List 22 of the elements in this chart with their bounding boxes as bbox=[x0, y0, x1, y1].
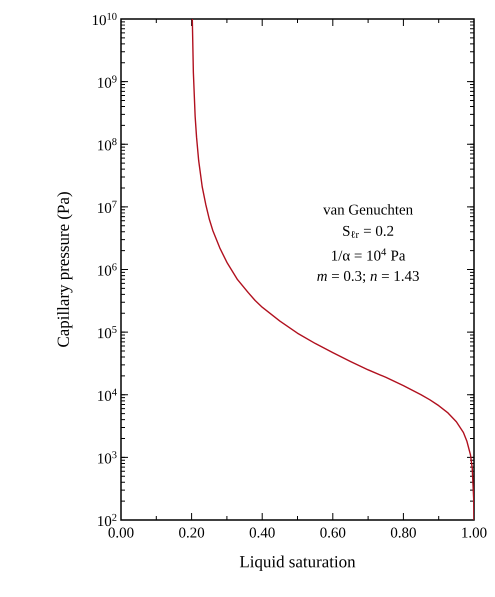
y-tick-label: 10$^{7}$ bbox=[98, 200, 117, 213]
x-tick-label: 0.20 bbox=[179, 528, 204, 538]
x-tick-label: 1.00 bbox=[462, 528, 487, 538]
x-tick-label: 0.60 bbox=[320, 528, 346, 538]
y-tick-label: 10$^{5}$ bbox=[98, 326, 117, 338]
y-tick-label: 10$^{9}$ bbox=[98, 75, 117, 88]
annotation: 1/α = 10$^{4}$ Pa bbox=[332, 248, 406, 261]
line-series bbox=[192, 18, 474, 520]
y-tick-label: 10$^{3}$ bbox=[98, 451, 117, 464]
x-tick-label: 0.40 bbox=[250, 528, 275, 538]
annotation: S$_{ℓr}$ = 0.2 bbox=[343, 226, 394, 238]
y-tick-label: 10$^{8}$ bbox=[98, 138, 117, 150]
x-tick-label: 0.80 bbox=[390, 528, 416, 538]
y-tick-label: 10$^{6}$ bbox=[98, 263, 117, 276]
annotation: van Genuchten bbox=[323, 204, 413, 215]
annotation: m = 0.3; n = 1.43 bbox=[317, 270, 419, 284]
x-tick-label: 0.00 bbox=[108, 528, 134, 538]
y-tick-label: 10$^{4}$ bbox=[98, 388, 117, 401]
x-axis-title: Liquid saturation bbox=[240, 556, 356, 571]
y-axis-title: Capillary pressure (Pa) bbox=[57, 192, 72, 347]
y-tick-label: 10$^{10}$ bbox=[92, 12, 117, 26]
y-tick-label: 10$^{2}$ bbox=[98, 514, 116, 526]
